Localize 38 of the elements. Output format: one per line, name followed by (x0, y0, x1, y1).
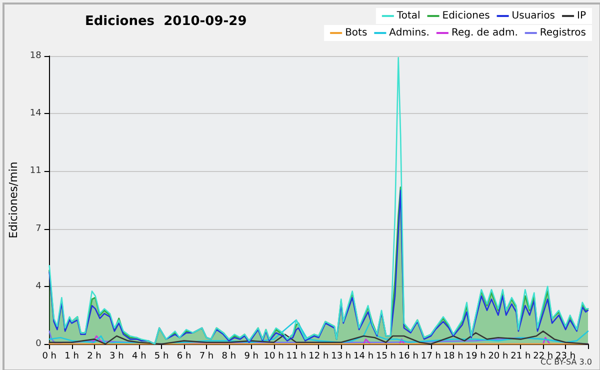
legend-label: Reg. de adm. (451, 28, 518, 38)
x-tick-label: 13 h (331, 352, 352, 362)
x-tick-label: 5 h (154, 352, 169, 362)
x-tick-label: 15 h (376, 352, 396, 362)
legend-label: Registros (540, 28, 586, 38)
x-tick-label: 18 h (443, 352, 464, 362)
x-tick-label: 20 h (488, 352, 508, 362)
x-tick-label: 10 h (264, 352, 284, 362)
y-tick-label: 14 (30, 108, 42, 119)
chart-title: Ediciones 2010-09-29 (85, 14, 247, 29)
y-tick-label: 18 (30, 51, 42, 61)
x-tick-label: 4 h (132, 352, 146, 362)
x-tick-label: 21 h (510, 352, 531, 362)
x-tick-label: 0 h (42, 352, 56, 362)
x-tick-label: 14 h (354, 352, 374, 362)
x-tick-label: 19 h (466, 352, 486, 362)
x-tick-label: 6 h (176, 352, 192, 362)
legend-label: Ediciones (442, 10, 490, 22)
y-tick-label: 0 (36, 339, 42, 349)
x-tick-label: 8 h (222, 352, 236, 362)
x-tick-label: 16 h (398, 352, 418, 362)
x-tick-label: 11 h (286, 352, 306, 362)
legend-label: Admins. (389, 28, 430, 38)
legend-label: Total (396, 10, 420, 22)
y-tick-label: 11 (30, 166, 42, 176)
y-axis-title: Ediciones/min (7, 162, 20, 238)
x-tick-label: 1 h (64, 352, 79, 362)
y-tick-label: 7 (36, 224, 42, 234)
x-tick-label: 9 h (244, 352, 258, 362)
legend-label: Bots (345, 28, 368, 38)
y-tick-label: 4 (36, 281, 42, 292)
x-tick-label: 12 h (308, 352, 329, 362)
x-tick-label: 2 h (87, 352, 102, 362)
legend-label: Usuarios (512, 10, 556, 22)
x-tick-label: 17 h (420, 352, 441, 362)
legend-label: IP (577, 10, 586, 22)
x-tick-label: 7 h (199, 352, 214, 362)
x-tick-label: 3 h (110, 352, 124, 362)
